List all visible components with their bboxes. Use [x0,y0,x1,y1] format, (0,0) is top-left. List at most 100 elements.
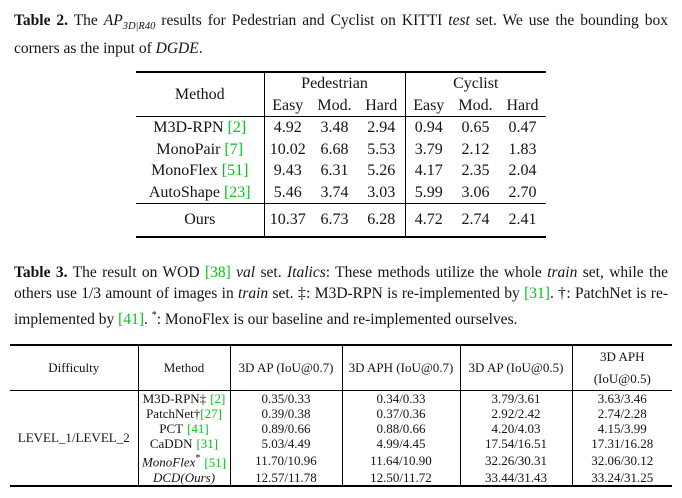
value-cell: 0.65 [461,119,490,137]
caption-text-segment: : These methods utilize the whole [325,263,548,281]
value-cell: 2.94 [358,116,406,139]
caption-text-segment: val [230,263,256,281]
method-name: Ours [184,211,216,229]
value-cell: 32.26/30.31 [459,451,572,470]
method-cell: Ours [136,203,265,237]
method-name: CaDDN [149,436,193,452]
method-cell: MonoFlex [51] [136,160,265,182]
value-cell: 11.70/10.96 [229,451,342,470]
citation-link[interactable]: [51] [204,454,227,470]
table2-caption-label: Table 2. [14,12,69,29]
caption-text-segment: set, while the others use 1/3 amount of … [14,263,668,303]
citation-link[interactable]: [41] [118,310,144,328]
citation-link[interactable]: [2] [227,119,247,137]
citation-link[interactable]: [31] [524,285,550,303]
method-cell: CaDDN [31] [137,436,230,452]
value-cell: 6.68 [320,140,349,158]
caption-text-segment: . [144,310,152,328]
caption-text-segment: set. We use the bounding box corners as … [14,12,668,57]
table3-caption-label: Table 3. [14,263,68,281]
citation-link[interactable]: [7] [224,140,244,158]
value-cell: 2.41 [508,211,537,229]
value-cell: 12.50/11.72 [341,469,460,486]
citation-link[interactable]: [51] [221,162,249,180]
table-row-ours: DCD(Ours) 12.57/11.78 12.50/11.72 33.44/… [10,469,672,486]
caption-text-segment: . [198,39,203,57]
value-cell: 9.43 [273,162,302,180]
value-cell: 10.37 [269,211,306,229]
value-cell: 33.24/31.25 [571,469,672,486]
citation-link[interactable]: [27] [200,406,222,422]
method-name: AutoShape [148,183,220,201]
caption-text-segment: train [547,263,578,281]
page: Table 2. The AP3D|R40 results for Pedest… [0,10,682,487]
column-header-hard: Hard [499,94,546,118]
value-cell: 0.94 [414,119,443,137]
table2-caption: Table 2. The AP3D|R40 results for Pedest… [14,10,668,59]
column-group-pedestrian: Pedestrian [264,72,406,95]
method-cell: DCD(Ours) [137,469,230,486]
value-cell: 3.79 [414,140,443,158]
table2: Method Pedestrian Cyclist Easy Mod. Hard… [136,71,546,238]
column-header-3dap05: 3D AP (IoU@0.5) [459,345,572,392]
citation-link[interactable]: [41] [187,421,209,437]
value-cell: 5.99 [405,181,452,205]
column-header-easy: Easy [405,94,452,118]
value-cell: 6.73 [320,211,349,229]
caption-text-segment: The [68,12,104,29]
value-cell: 3.06 [452,181,499,205]
table-row: PCT [41] 0.89/0.66 0.88/0.66 4.20/4.03 4.… [10,421,672,437]
caption-text-segment: results for Pedestrian and Cyclist on KI… [155,12,449,29]
method-cell: PCT [41] [137,421,230,437]
caption-text-segment: set. ‡: M3D-RPN is re-implemented by [268,285,525,303]
value-cell: 0.37/0.36 [341,406,460,422]
table-row: AutoShape [23] 5.46 3.74 3.03 5.99 3.06 2… [136,181,546,205]
value-cell: 3.79/3.61 [459,390,572,407]
caption-text-segment: test [448,12,470,29]
citation-link[interactable]: [23] [223,183,251,201]
method-cell: PatchNet†[27] [137,406,230,422]
table-row: MonoPair [7] 10.02 6.68 5.53 3.79 2.12 1.… [136,138,546,161]
value-cell: 6.31 [320,162,349,180]
value-cell: 3.63/3.46 [571,390,672,407]
value-cell: 0.35/0.33 [229,390,342,407]
method-name: PCT [159,421,184,437]
caption-text-segment: train [238,285,269,303]
metric-subscript: 3D|R40 [122,21,156,33]
column-header-mod: Mod. [452,94,499,118]
caption-text-segment: set. [255,263,287,281]
column-header-3dap07: 3D AP (IoU@0.7) [229,345,342,392]
metric-name: AP [103,12,123,29]
value-cell: 17.31/16.28 [571,436,672,452]
caption-text-segment: : MonoFlex is our baseline and re-implem… [156,310,518,328]
citation-link[interactable]: [38] [204,263,231,281]
value-cell: 4.99/4.45 [341,436,460,452]
value-cell: 2.92/2.42 [459,406,572,422]
table3-caption: Table 3. The result on WOD [38] val set.… [14,262,668,331]
table-row: MonoFlex* [51] 11.70/10.96 11.64/10.90 32… [10,451,672,470]
citation-link[interactable]: [31] [196,436,219,452]
value-cell: 4.72 [414,211,443,229]
column-group-cyclist: Cyclist [453,75,499,93]
column-header-difficulty: Difficulty [10,345,138,392]
footnote-star: * [151,309,157,321]
value-cell: 4.15/3.99 [571,421,672,437]
value-cell: 5.53 [358,138,406,161]
value-cell: 5.26 [358,160,406,182]
value-cell: 2.74 [461,211,490,229]
value-cell: 1.83 [508,140,537,158]
value-cell: 2.04 [508,162,537,180]
column-header-3daph07: 3D APH (IoU@0.7) [341,345,460,392]
method-name: MonoFlex [141,454,196,470]
value-cell: 5.46 [264,181,311,205]
citation-link[interactable]: [2] [210,391,226,407]
caption-text-segment: DGDE [155,39,199,57]
value-cell: 12.57/11.78 [229,469,342,486]
column-header-method: Method [136,72,265,118]
value-cell: 0.47 [508,119,537,137]
value-cell: 6.28 [358,203,406,237]
value-cell: 17.54/16.51 [459,436,572,452]
value-cell: 4.92 [273,119,302,137]
value-cell: 5.03/4.49 [229,436,342,452]
value-cell: 0.34/0.33 [341,390,460,407]
